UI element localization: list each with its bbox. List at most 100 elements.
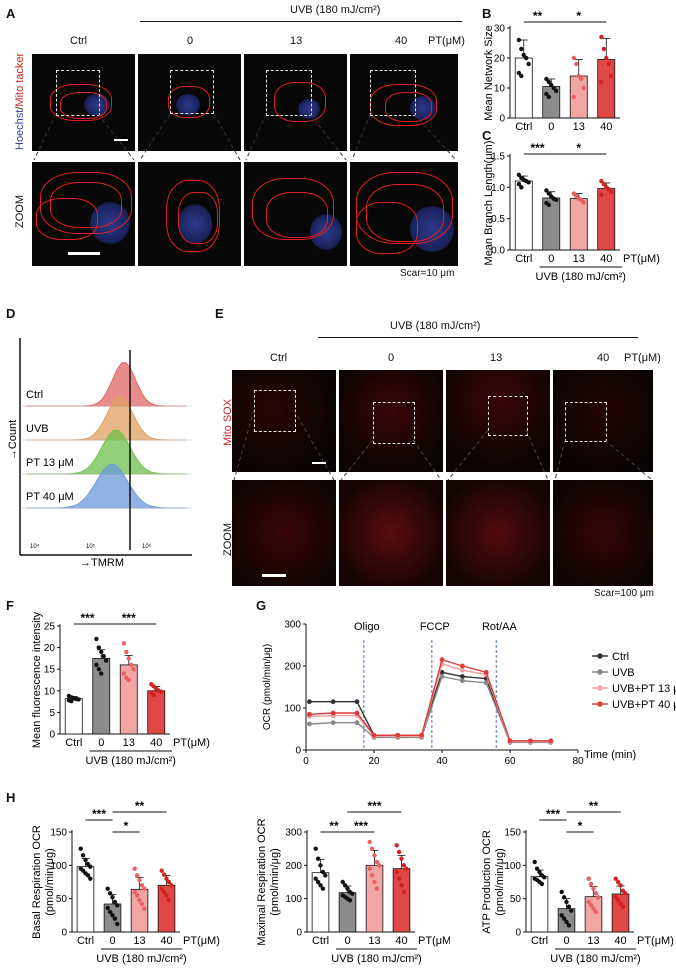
data-point <box>159 868 164 873</box>
data-point <box>76 697 81 702</box>
data-point <box>399 883 404 888</box>
y-tick-label: 150 <box>504 828 521 839</box>
panel-h-letter: H <box>6 790 16 805</box>
data-point <box>544 188 549 193</box>
sig-label: ** <box>589 799 599 813</box>
y-axis-label: OCR (pmol/min/μg) <box>262 644 273 730</box>
data-point <box>394 843 399 848</box>
series-point <box>354 699 360 705</box>
y-tick-label: 0 <box>61 928 67 939</box>
data-point <box>134 873 140 878</box>
uvb-label: UVB (180 mJ/cm²) <box>96 953 186 965</box>
y-tick-label: 0 <box>295 746 301 757</box>
data-point <box>96 667 102 672</box>
y-tick-label: 0 <box>515 928 521 939</box>
series-point <box>460 663 465 669</box>
data-point <box>151 692 157 698</box>
series-point <box>528 738 533 744</box>
data-point <box>105 905 110 911</box>
y-tick-label: 0 <box>49 730 55 741</box>
series-point <box>439 669 445 675</box>
panel-b-letter: B <box>482 6 492 21</box>
data-point <box>110 913 115 918</box>
bar <box>119 664 138 735</box>
series-point <box>439 657 445 663</box>
x-tick-label: 10⁶ <box>142 543 152 550</box>
data-point <box>132 889 137 895</box>
y-tick-label: 100 <box>50 861 67 872</box>
bar <box>76 866 95 933</box>
data-point <box>620 904 626 909</box>
panel-a-col-40: 40 <box>395 35 408 47</box>
series-point <box>460 674 465 679</box>
data-point <box>546 79 552 85</box>
bar <box>530 876 549 933</box>
legend-marker <box>597 669 603 675</box>
x-tick-label: 0 <box>563 935 569 947</box>
y-tick-label: 1.0 <box>491 183 505 194</box>
x-tick-label: 10⁴ <box>30 543 40 550</box>
data-point <box>566 923 572 928</box>
bar <box>338 892 357 933</box>
data-point <box>606 61 611 67</box>
y-axis-label: ATP Production OCR <box>481 830 493 934</box>
x-tick-label: 0 <box>548 121 554 130</box>
panel-a-image-13 <box>244 54 347 151</box>
series-point <box>483 669 489 675</box>
sig-label: * <box>576 9 581 23</box>
data-point <box>623 891 628 896</box>
track-label: PT 40 μM <box>26 491 74 503</box>
data-point <box>96 645 102 650</box>
data-point <box>599 79 604 85</box>
y-tick-label: 10 <box>44 686 56 697</box>
data-point <box>599 34 604 40</box>
data-point <box>564 919 569 925</box>
sig-label: *** <box>92 807 106 821</box>
histogram-track <box>26 362 186 407</box>
panel-h-chart-atp: 0 50 100 150 Ctrl 0 13 40 ATP Production OCR (pmo… <box>481 799 674 965</box>
data-point <box>69 698 74 704</box>
data-point <box>521 52 526 58</box>
data-point <box>553 88 559 94</box>
data-point <box>374 859 380 865</box>
series-point <box>548 738 554 744</box>
panel-a-col-0: 0 <box>187 35 194 47</box>
data-point <box>94 636 99 642</box>
data-point <box>526 180 531 185</box>
legend-label: Ctrl <box>612 651 629 663</box>
y-tick-label: 25 <box>44 622 56 633</box>
panel-e-zoom-13 <box>446 480 550 586</box>
data-point <box>323 873 328 878</box>
panel-c-chart: 0.0 0.5 1.0 1.5 Ctrl 0 13 40 Mean Branch Length(… <box>483 141 660 283</box>
panel-d-histogram: →Count →TMRM 10⁴ 10⁵ 10⁶ Ctrl UVB PT 13 μM PT 40… <box>7 338 192 569</box>
x-tick-label: 40 <box>395 935 407 947</box>
y-axis-label-2: (pmol/min/μg) <box>494 848 506 915</box>
data-point <box>608 189 614 194</box>
data-point <box>561 916 567 921</box>
series-line <box>309 675 551 744</box>
panel-a-image-40 <box>350 54 458 151</box>
y-tick-label: 30 <box>494 24 506 35</box>
data-point <box>401 889 407 895</box>
data-point <box>601 46 607 52</box>
x-tick-label: 40 <box>150 737 162 749</box>
data-point <box>549 82 554 88</box>
data-point <box>161 872 167 877</box>
y-tick-label: 0 <box>499 114 505 125</box>
y-tick-label: 20 <box>44 643 56 654</box>
data-point <box>532 859 537 865</box>
panel-d-letter: D <box>6 306 16 321</box>
sig-label: ** <box>329 819 339 833</box>
sig-label: *** <box>354 819 368 833</box>
data-point <box>134 893 140 898</box>
bar <box>365 864 384 933</box>
data-point <box>404 866 409 871</box>
injection-label: Rot/AA <box>482 621 518 633</box>
panel-c-letter: C <box>482 128 492 143</box>
y-tick-label: 300 <box>284 620 301 631</box>
data-point <box>115 903 120 908</box>
bar <box>147 690 166 735</box>
panel-a-pt-unit: PT(μM) <box>428 35 465 47</box>
data-point <box>121 641 127 646</box>
data-point <box>542 875 547 880</box>
